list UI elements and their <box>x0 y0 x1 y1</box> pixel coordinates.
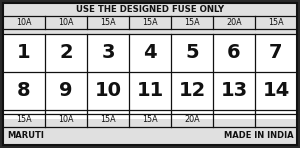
Text: 20A: 20A <box>226 18 242 27</box>
Text: 2: 2 <box>59 43 73 62</box>
Text: 13: 13 <box>220 81 248 100</box>
Text: 15A: 15A <box>100 115 116 124</box>
Text: 1: 1 <box>17 43 31 62</box>
Bar <box>3 3 297 21</box>
Text: MARUTI: MARUTI <box>7 131 44 140</box>
Text: 15A: 15A <box>184 18 200 27</box>
Text: 11: 11 <box>136 81 164 100</box>
Text: 6: 6 <box>227 43 241 62</box>
Text: 9: 9 <box>59 81 73 100</box>
Text: 15A: 15A <box>142 115 158 124</box>
Text: 10A: 10A <box>16 18 32 27</box>
Text: 10: 10 <box>94 81 122 100</box>
Text: 5: 5 <box>185 43 199 62</box>
Bar <box>3 119 297 132</box>
Text: 20A: 20A <box>184 115 200 124</box>
Text: 12: 12 <box>178 81 206 100</box>
Bar <box>3 132 297 145</box>
Text: 15A: 15A <box>16 115 32 124</box>
Text: 4: 4 <box>143 43 157 62</box>
Text: 8: 8 <box>17 81 31 100</box>
Text: 15A: 15A <box>142 18 158 27</box>
Text: 3: 3 <box>101 43 115 62</box>
Bar <box>3 21 297 34</box>
Text: 10A: 10A <box>58 18 74 27</box>
Text: 15A: 15A <box>268 18 284 27</box>
Text: 10A: 10A <box>58 115 74 124</box>
Text: 15A: 15A <box>100 18 116 27</box>
Text: 7: 7 <box>269 43 283 62</box>
Text: 14: 14 <box>262 81 290 100</box>
Text: USE THE DESIGNED FUSE ONLY: USE THE DESIGNED FUSE ONLY <box>76 5 224 14</box>
Text: MADE IN INDIA: MADE IN INDIA <box>224 131 294 140</box>
